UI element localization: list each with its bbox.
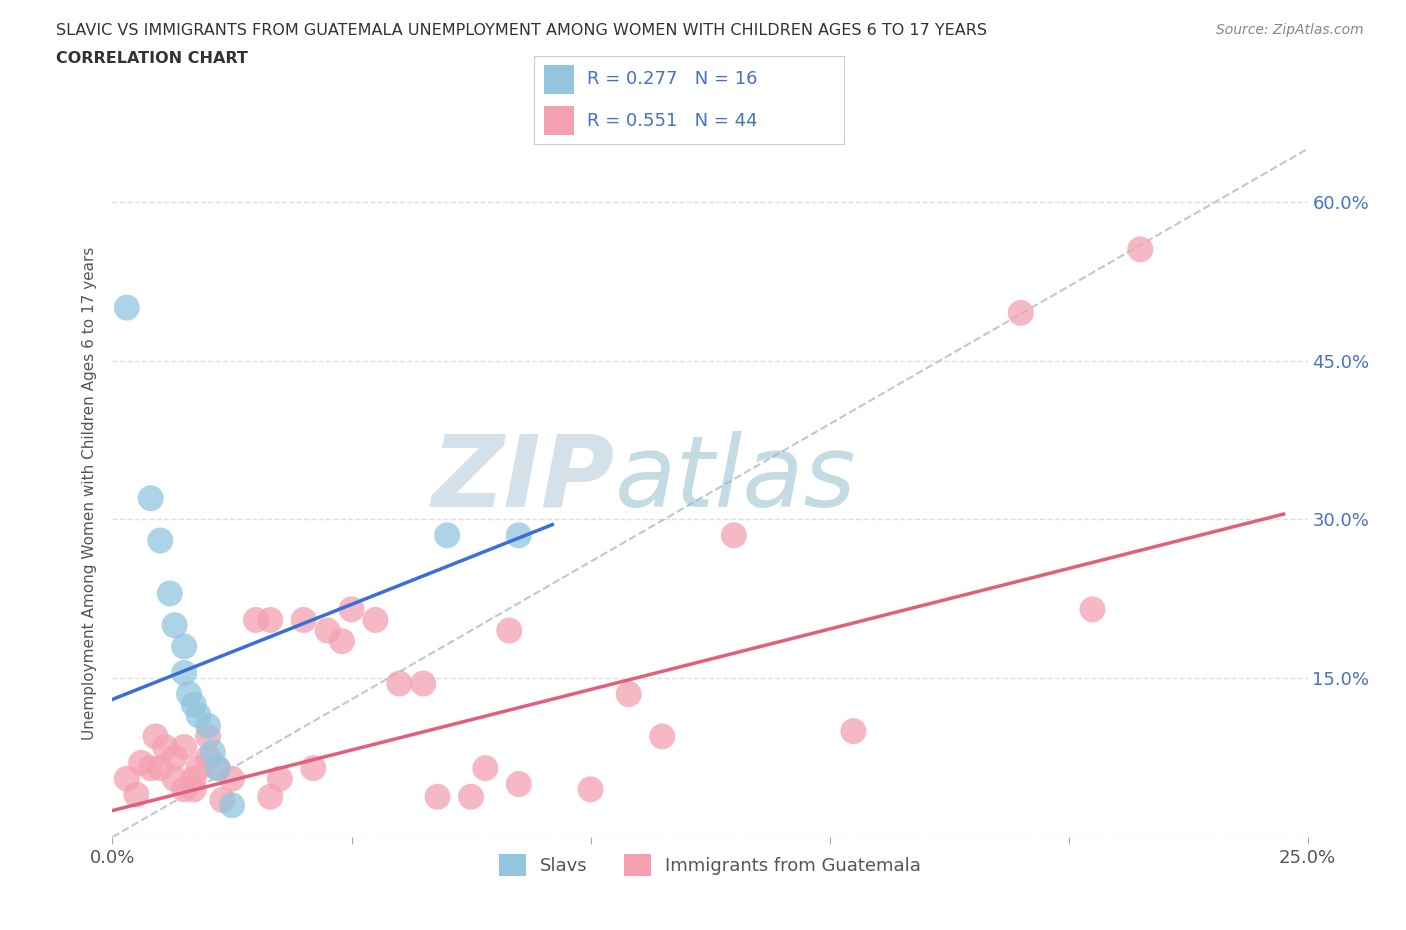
Point (129, 755, 152, 770)
Point (201, 745, 224, 760)
Point (364, 613, 387, 628)
Point (426, 790, 449, 804)
Point (245, 613, 267, 628)
Point (388, 676, 411, 691)
Point (579, 782, 602, 797)
Point (187, 761, 209, 776)
Text: R = 0.551   N = 44: R = 0.551 N = 44 (586, 112, 758, 130)
Point (1129, 242, 1152, 257)
Text: Source: ZipAtlas.com: Source: ZipAtlas.com (1216, 23, 1364, 37)
Point (259, 613, 281, 628)
Point (207, 761, 229, 776)
Point (173, 639, 195, 654)
Point (149, 761, 172, 776)
Text: atlas: atlas (614, 431, 856, 527)
Point (1081, 602, 1104, 617)
Point (340, 602, 363, 617)
Point (269, 771, 291, 786)
Point (197, 729, 219, 744)
Point (145, 729, 167, 744)
Point (177, 686, 200, 701)
Point (302, 761, 325, 776)
Point (460, 790, 482, 804)
Point (207, 761, 229, 776)
Text: R = 0.277   N = 16: R = 0.277 N = 16 (586, 70, 758, 88)
Y-axis label: Unemployment Among Women with Children Ages 6 to 17 years: Unemployment Among Women with Children A… (82, 246, 97, 739)
Point (149, 533, 172, 548)
Point (163, 771, 186, 786)
Point (259, 790, 281, 804)
Point (183, 698, 205, 712)
Point (125, 787, 148, 802)
Legend: Slavs, Immigrants from Guatemala: Slavs, Immigrants from Guatemala (492, 846, 928, 883)
Point (139, 491, 162, 506)
Point (498, 623, 520, 638)
Point (316, 623, 339, 638)
FancyBboxPatch shape (544, 65, 575, 94)
Point (153, 739, 176, 754)
Point (183, 771, 205, 786)
Point (508, 777, 530, 791)
Point (159, 586, 181, 601)
Point (508, 528, 530, 543)
Point (221, 771, 243, 786)
Point (412, 676, 434, 691)
Point (115, 300, 138, 315)
Text: SLAVIC VS IMMIGRANTS FROM GUATEMALA UNEMPLOYMENT AMONG WOMEN WITH CHILDREN AGES : SLAVIC VS IMMIGRANTS FROM GUATEMALA UNEM… (56, 23, 987, 38)
Point (173, 666, 195, 681)
Text: CORRELATION CHART: CORRELATION CHART (56, 51, 247, 66)
Point (474, 761, 496, 776)
Point (115, 771, 138, 786)
Point (197, 718, 219, 733)
Point (183, 782, 205, 797)
Point (1010, 305, 1032, 320)
Point (197, 751, 219, 765)
Text: ZIP: ZIP (432, 431, 614, 527)
Point (139, 761, 162, 776)
FancyBboxPatch shape (544, 106, 575, 136)
Point (211, 792, 233, 807)
Point (723, 528, 745, 543)
Point (163, 618, 186, 632)
Point (292, 613, 315, 628)
Point (651, 729, 673, 744)
Point (436, 528, 458, 543)
Point (173, 739, 195, 754)
Point (187, 708, 209, 723)
Point (842, 724, 865, 738)
Point (173, 782, 195, 797)
Point (221, 798, 243, 813)
Point (617, 686, 640, 701)
Point (163, 751, 186, 765)
Point (330, 633, 353, 648)
